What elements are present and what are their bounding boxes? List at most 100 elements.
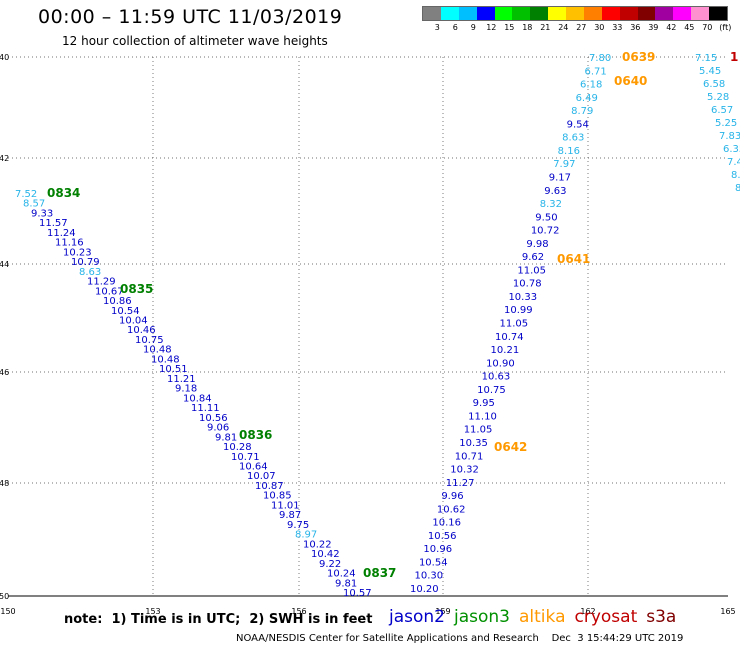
wave-height-label: 9.06: [207, 423, 229, 434]
wave-height-label: 5.28: [707, 92, 729, 103]
wave-height-label: 10.48: [151, 354, 180, 365]
legend-tick: 36: [630, 23, 641, 32]
wave-height-label: 10.28: [223, 442, 252, 453]
wave-height-label: 10.75: [477, 385, 506, 396]
satellite-name: jason2: [389, 607, 445, 627]
lat-tick-label: 40: [0, 53, 9, 62]
wave-height-label: 10.56: [428, 531, 457, 542]
wave-height-label: 6.58: [703, 79, 725, 90]
legend-swatch: [440, 7, 459, 20]
legend-tick: 30: [594, 23, 605, 32]
wave-height-label: 11.27: [446, 478, 475, 489]
wave-height-label: 10.72: [531, 226, 560, 237]
wave-height-label: 11.05: [464, 425, 493, 436]
wave-height-label: 10.84: [183, 393, 212, 404]
wave-height-label: 10.51: [159, 364, 188, 375]
wave-height-label: 6.49: [576, 93, 598, 104]
legend-swatch: [530, 7, 549, 20]
satellite-name: s3a: [646, 607, 677, 627]
legend-tick: 45: [684, 23, 695, 32]
wave-height-label: 8.: [731, 170, 740, 181]
legend-tick: 42: [666, 23, 677, 32]
wave-height-label: 10.42: [311, 549, 340, 560]
legend-swatch: [637, 7, 656, 20]
wave-height-label: 11.05: [517, 265, 546, 276]
wave-height-label: 10.96: [423, 544, 452, 555]
wave-height-label: 11.21: [167, 374, 196, 385]
wave-height-label: 6.18: [580, 80, 602, 91]
wave-height-label: 10.79: [71, 257, 100, 268]
wave-height-label: 10.57: [343, 588, 372, 599]
lat-tick-label: 44: [0, 260, 9, 269]
legend-swatch: [566, 7, 584, 20]
wave-height-label: 10.48: [143, 345, 172, 356]
wave-height-label: 10.54: [111, 306, 140, 317]
wave-height-label: 9.62: [522, 252, 544, 263]
wave-height-legend: 3 6 9 12 15 18 21 24 27 30 33 36 39 42 45 70 (ft): [422, 6, 732, 35]
pass-time-label: 0642: [494, 440, 527, 454]
wave-height-label: 5.45: [699, 66, 721, 77]
legend-tick: 21: [540, 23, 551, 32]
satellite-name: altika: [519, 607, 566, 627]
wave-height-label: 10.67: [95, 286, 124, 297]
legend-tick: 3: [434, 23, 440, 32]
wave-height-label: 10.78: [513, 279, 542, 290]
legend-color-bar: [422, 6, 728, 21]
note-text: note: 1) Time is in UTC; 2) SWH is in fe…: [64, 612, 373, 627]
legend-swatch: [494, 7, 513, 20]
legend-swatch: [476, 7, 495, 20]
wave-height-label: 9.87: [279, 510, 301, 521]
wave-height-label: 10.99: [504, 305, 533, 316]
wave-height-label: 11.29: [87, 277, 116, 288]
legend-tick: 9: [470, 23, 476, 32]
wave-height-label: 10.33: [508, 292, 537, 303]
wave-height-label: 11.16: [55, 238, 84, 249]
legend-tick: 39: [648, 23, 659, 32]
wave-height-label: 9.33: [31, 208, 53, 219]
wave-height-label: 10.64: [239, 461, 268, 472]
lat-tick-label: 42: [0, 154, 9, 163]
wave-height-label: 10.22: [303, 539, 332, 550]
wave-height-label: 10.20: [410, 584, 439, 595]
wave-height-label: 10.07: [247, 471, 276, 482]
wave-height-label: 10.63: [482, 372, 511, 383]
wave-height-label: 11.05: [500, 319, 529, 330]
wave-height-label: 10.75: [135, 335, 164, 346]
wave-height-label: 9.75: [287, 520, 309, 531]
lat-tick-label: 46: [0, 368, 9, 377]
wave-height-label: 9.17: [549, 172, 571, 183]
pass-time-label: 0640: [614, 74, 647, 88]
wave-height-label: 8.63: [79, 267, 101, 278]
wave-height-label: 7.52: [15, 189, 37, 200]
legend-tick: 18: [522, 23, 533, 32]
wave-height-label: 10.23: [63, 247, 92, 258]
lat-tick-label: 48: [0, 479, 9, 488]
wave-height-label: 10.24: [327, 569, 356, 580]
legend-tick: 27: [576, 23, 587, 32]
legend-swatch: [583, 7, 602, 20]
wave-height-label: 10.04: [119, 316, 148, 327]
legend-tick: 12: [486, 23, 497, 32]
wave-height-label: 7.83: [719, 131, 740, 142]
wave-height-label: 10.62: [437, 504, 466, 515]
wave-height-label: 10.74: [495, 332, 524, 343]
wave-height-label: 11.11: [191, 403, 220, 414]
pass-time-label: 0837: [363, 566, 396, 580]
map-subtitle: 12 hour collection of altimeter wave hei…: [62, 34, 328, 48]
legend-swatch: [709, 7, 727, 20]
wave-height-label: 5.25: [715, 118, 737, 129]
legend-tick-labels: 3 6 9 12 15 18 21 24 27 30 33 36 39 42 45 70 (ft): [422, 21, 732, 35]
wave-height-label: 9.50: [535, 212, 557, 223]
legend-tick: 33: [612, 23, 623, 32]
footer-credit: NOAA/NESDIS Center for Satellite Applica…: [236, 633, 684, 644]
legend-swatch: [691, 7, 709, 20]
wave-height-label: 10.54: [419, 557, 448, 568]
wave-height-label: 9.95: [473, 398, 495, 409]
lat-tick-label: 50: [0, 592, 9, 601]
legend-tick: 15: [504, 23, 515, 32]
lon-tick-label: 153: [145, 607, 160, 616]
pass-time-label: 0835: [120, 282, 153, 296]
legend-tick: 6: [452, 23, 458, 32]
wave-height-label: 10.71: [231, 452, 260, 463]
